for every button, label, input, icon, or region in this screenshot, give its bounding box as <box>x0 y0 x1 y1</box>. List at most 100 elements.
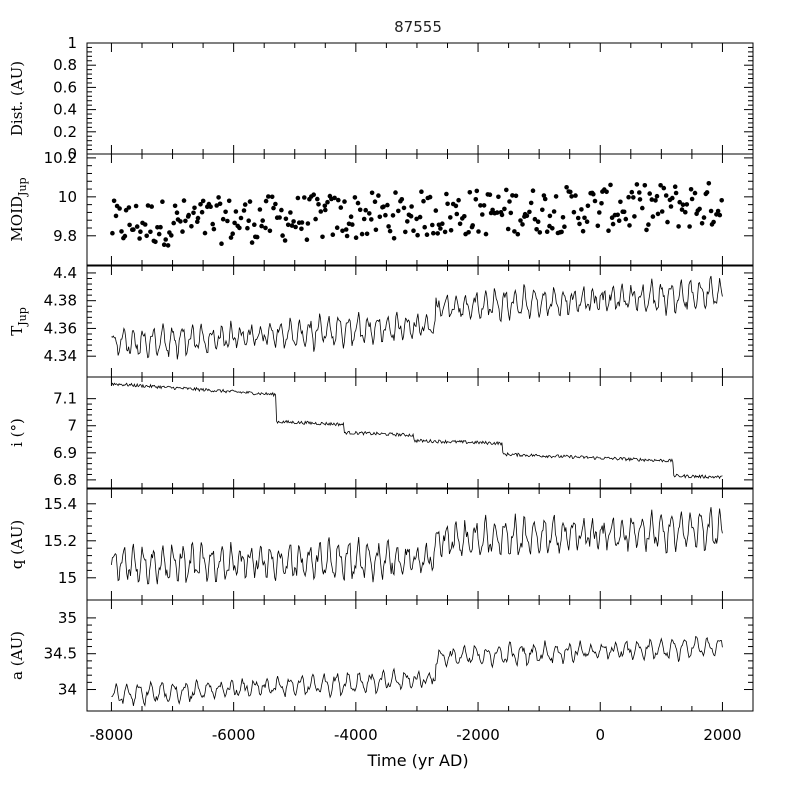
data-point <box>208 204 213 209</box>
data-point <box>591 191 596 197</box>
data-point <box>396 208 401 214</box>
data-point <box>273 201 278 207</box>
data-point <box>344 233 350 239</box>
y-tick-label: 15 <box>58 569 77 587</box>
data-point <box>391 236 397 241</box>
data-point <box>597 210 602 215</box>
data-point <box>377 214 383 220</box>
data-point <box>171 220 176 226</box>
data-point <box>393 190 398 195</box>
data-point <box>401 205 407 211</box>
data-point <box>225 218 230 224</box>
data-point <box>216 195 221 200</box>
data-point <box>467 190 473 195</box>
data-point <box>595 223 601 229</box>
data-point <box>569 194 574 199</box>
data-point <box>334 225 340 230</box>
data-point <box>456 197 461 203</box>
data-point <box>430 222 435 228</box>
data-point <box>318 209 324 214</box>
data-point <box>192 205 197 211</box>
data-point <box>325 199 330 205</box>
data-point <box>387 228 393 234</box>
y-axis-label: q (AU) <box>8 520 26 570</box>
data-point <box>677 199 682 205</box>
data-point <box>386 224 391 229</box>
y-tick-label: 1 <box>67 34 77 52</box>
data-point <box>699 221 705 226</box>
data-point <box>383 212 388 218</box>
x-tick-label: 0 <box>595 726 605 744</box>
data-point <box>304 237 310 242</box>
y-tick-label: 10 <box>58 188 77 206</box>
y-axis-label-main: a (AU) <box>8 631 26 680</box>
data-point <box>267 228 273 234</box>
data-point <box>551 209 557 214</box>
data-point <box>174 210 180 215</box>
data-point <box>183 218 188 224</box>
data-point <box>302 195 307 200</box>
data-point <box>661 185 667 191</box>
data-point <box>340 228 345 234</box>
y-axis-label: a (AU) <box>8 631 26 680</box>
data-point <box>470 223 476 228</box>
data-point <box>350 222 355 227</box>
data-point <box>113 213 119 219</box>
data-point <box>133 203 139 209</box>
data-point <box>352 195 358 200</box>
y-tick-label: 7 <box>67 417 77 435</box>
data-point <box>283 216 289 222</box>
y-tick-label: 6.9 <box>53 444 77 462</box>
data-point <box>433 208 439 213</box>
data-point <box>411 228 416 233</box>
data-point <box>510 193 515 198</box>
data-point <box>508 210 514 216</box>
data-point <box>269 194 275 200</box>
data-point <box>462 214 467 219</box>
data-point <box>504 187 509 193</box>
data-point <box>684 202 690 207</box>
data-point <box>515 231 521 237</box>
data-point <box>711 219 716 225</box>
data-point <box>369 190 375 196</box>
data-point <box>453 203 459 209</box>
data-point <box>627 223 632 228</box>
data-point <box>405 219 410 224</box>
panel-frame <box>86 265 754 378</box>
data-point <box>440 221 445 226</box>
data-point <box>454 211 460 217</box>
data-point <box>631 195 636 200</box>
data-point <box>403 229 408 235</box>
data-point <box>131 227 136 232</box>
data-point <box>659 209 665 214</box>
data-point <box>311 192 317 197</box>
data-point <box>408 213 414 219</box>
data-point <box>577 221 582 227</box>
data-point <box>668 204 674 209</box>
data-point <box>719 198 724 203</box>
data-point <box>701 215 707 220</box>
data-point <box>217 201 223 207</box>
data-point <box>245 225 250 231</box>
data-point <box>585 203 591 209</box>
data-point <box>199 209 205 215</box>
data-point <box>499 212 505 218</box>
panel-incl: 6.8 6.9 7 7.1 i (°) <box>8 376 754 489</box>
data-point <box>160 199 165 204</box>
data-point <box>381 204 386 209</box>
data-point <box>353 235 359 240</box>
data-point <box>715 208 721 214</box>
data-point <box>191 210 196 216</box>
data-point <box>202 230 208 236</box>
x-axis-label: Time (yr AD) <box>366 751 468 770</box>
data-point <box>158 224 163 230</box>
data-point <box>654 193 660 199</box>
data-point <box>195 215 201 221</box>
data-point <box>646 222 651 227</box>
y-tick-label: 4.4 <box>53 264 77 282</box>
data-point <box>313 216 318 222</box>
data-point <box>573 193 578 198</box>
data-point <box>444 191 449 197</box>
data-point <box>621 209 627 215</box>
